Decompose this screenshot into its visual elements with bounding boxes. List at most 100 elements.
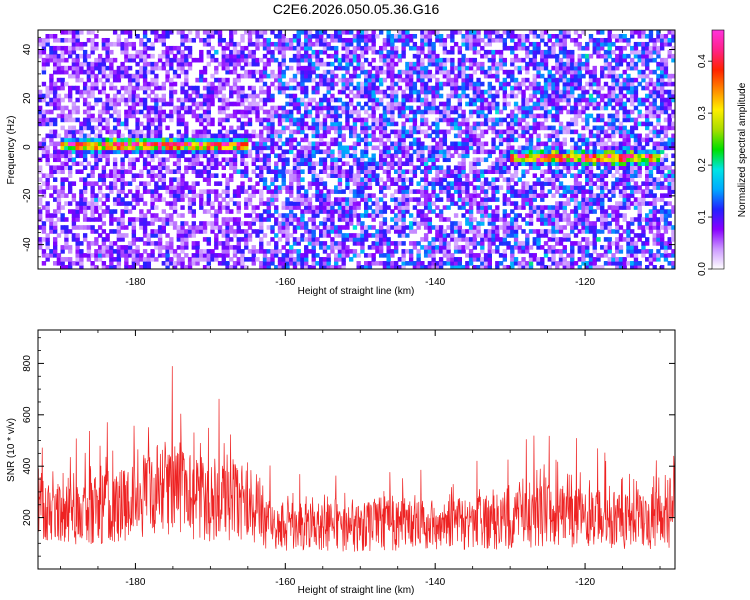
heatmap-cell	[127, 157, 133, 163]
heatmap-cell	[101, 201, 107, 206]
heatmap-cell	[363, 33, 369, 39]
heatmap-cell	[135, 201, 140, 206]
heatmap-cell	[363, 125, 369, 131]
heatmap-cell	[191, 169, 196, 174]
heatmap-cell	[49, 133, 54, 139]
heatmap-cell	[142, 85, 148, 91]
heatmap-cell	[75, 241, 80, 246]
heatmap-cell	[334, 161, 339, 167]
heatmap-cell	[498, 49, 504, 55]
heatmap-cell	[56, 133, 62, 139]
heatmap-cell	[214, 157, 219, 163]
heatmap-cell	[127, 253, 133, 258]
heatmap-cell	[363, 137, 369, 143]
heatmap-cell	[371, 97, 376, 103]
heatmap-cell	[468, 241, 474, 246]
heatmap-cell	[225, 181, 230, 186]
heatmap-cell	[330, 241, 335, 246]
heatmap-cell	[360, 229, 365, 234]
heatmap-cell	[315, 161, 320, 167]
heatmap-cell	[124, 53, 129, 59]
heatmap-cell	[101, 85, 107, 91]
heatmap-cell	[371, 109, 376, 115]
heatmap-cell	[49, 117, 54, 123]
heatmap-cell	[367, 173, 373, 178]
heatmap-cell	[498, 149, 504, 155]
heatmap-cell	[480, 37, 485, 43]
heatmap-cell	[326, 97, 331, 103]
heatmap-cell	[214, 237, 219, 242]
heatmap-cell	[49, 53, 54, 59]
heatmap-cell	[491, 141, 496, 147]
heatmap-cell	[157, 109, 163, 115]
heatmap-cell	[495, 265, 500, 269]
heatmap-cell	[435, 265, 440, 269]
heatmap-cell	[277, 41, 283, 47]
heatmap-cell	[465, 253, 470, 258]
heatmap-cell	[360, 53, 365, 59]
heatmap-cell	[457, 145, 463, 151]
heatmap-cell	[420, 81, 425, 87]
heatmap-cell	[435, 37, 440, 43]
heatmap-cell	[412, 61, 418, 67]
heatmap-cell	[79, 225, 84, 230]
heatmap-cell	[180, 133, 185, 139]
heatmap-cell	[521, 265, 526, 269]
heatmap-cell	[202, 69, 208, 75]
heatmap-cell	[139, 85, 144, 91]
heatmap-cell	[86, 121, 92, 127]
heatmap-cell	[349, 125, 354, 131]
heatmap-cell	[360, 65, 365, 71]
heatmap-cell	[221, 81, 226, 87]
heatmap-cell	[116, 253, 122, 258]
heatmap-cell	[423, 245, 429, 250]
heatmap-cell	[491, 85, 496, 91]
heatmap-cell	[420, 193, 425, 198]
heatmap-cell	[232, 201, 238, 206]
heatmap-cell	[172, 185, 178, 190]
heatmap-cell	[491, 101, 496, 107]
heatmap-cell	[154, 165, 159, 171]
heatmap-cell	[184, 105, 189, 111]
heatmap-cell	[255, 69, 260, 75]
heatmap-cell	[390, 117, 395, 123]
heatmap-cell	[236, 257, 241, 262]
heatmap-cell	[356, 137, 361, 143]
heatmap-cell	[457, 197, 463, 202]
heatmap-cell	[94, 45, 99, 51]
heatmap-cell	[120, 141, 125, 147]
heatmap-cell	[270, 109, 275, 115]
heatmap-cell	[199, 225, 204, 230]
heatmap-cell	[525, 113, 530, 119]
heatmap-cell	[521, 105, 526, 111]
heatmap-cell	[120, 225, 125, 230]
heatmap-cell	[408, 117, 414, 123]
heatmap-cell	[300, 161, 305, 167]
heatmap-cell	[468, 33, 474, 39]
heatmap-cell	[386, 229, 391, 234]
heatmap-cell	[352, 189, 358, 194]
heatmap-cell	[217, 253, 223, 258]
heatmap-cell	[165, 45, 170, 51]
heatmap-cell	[176, 181, 181, 186]
heatmap-cell	[169, 109, 174, 115]
heatmap-cell	[97, 57, 103, 63]
heatmap-cell	[289, 117, 294, 123]
heatmap-cell	[281, 37, 286, 43]
heatmap-cell	[525, 157, 530, 163]
heatmap-cell	[105, 157, 110, 163]
heatmap-cell	[408, 81, 414, 87]
heatmap-cell	[386, 41, 391, 47]
heatmap-cell	[408, 157, 414, 163]
heatmap-cell	[367, 177, 373, 182]
heatmap-cell	[52, 101, 58, 107]
heatmap-cell	[199, 137, 204, 143]
heatmap-cell	[446, 165, 451, 171]
heatmap-cell	[236, 137, 241, 143]
heatmap-cell	[240, 73, 245, 79]
heatmap-cell	[281, 229, 286, 234]
heatmap-cell	[495, 33, 500, 39]
heatmap-cell	[38, 213, 43, 218]
heatmap-cell	[427, 37, 433, 43]
heatmap-cell	[375, 73, 380, 79]
